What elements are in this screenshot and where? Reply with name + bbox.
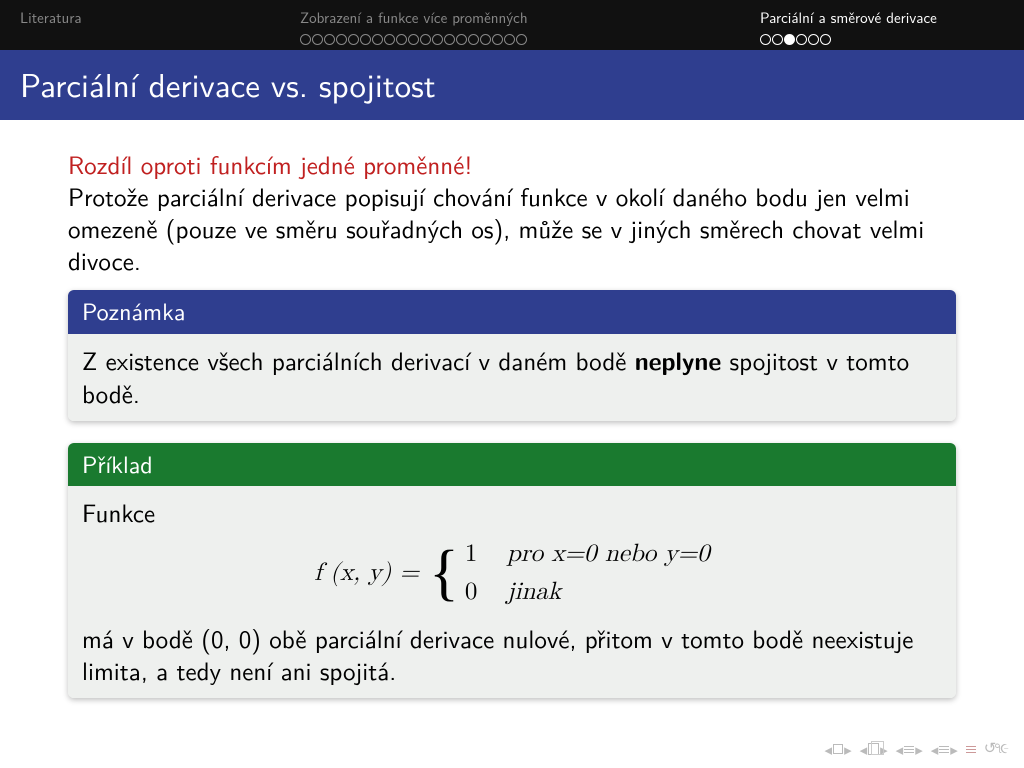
progress-dot[interactable] [796, 34, 807, 45]
progress-dot[interactable] [468, 34, 479, 45]
nav-frame-back[interactable]: ◂▸ [825, 738, 852, 760]
triangle-right-icon: ▸ [950, 738, 958, 760]
nav-dots [300, 32, 760, 46]
left-brace-icon: { [429, 549, 459, 599]
nav-bar: Literatura Zobrazení a funkce více promě… [0, 0, 1024, 50]
nav-dots [760, 32, 1004, 46]
bars-icon [939, 746, 949, 753]
case-condition: pro x=0 nebo y=0 [507, 538, 710, 570]
appendix-icon[interactable] [966, 746, 976, 753]
progress-dot[interactable] [300, 34, 311, 45]
example-block-title: Příklad [68, 443, 956, 487]
progress-dot[interactable] [432, 34, 443, 45]
note-block: Poznámka Z existence všech parciálních d… [68, 290, 956, 421]
beamer-nav-footer: ◂▸ ◂▸ ◂▸ ◂▸ ↺৭૯ [825, 736, 1006, 762]
progress-dot[interactable] [420, 34, 431, 45]
triangle-left-icon: ◂ [931, 738, 939, 760]
nav-section-literatura[interactable]: Literatura [20, 6, 300, 46]
progress-dot[interactable] [312, 34, 323, 45]
progress-dot[interactable] [372, 34, 383, 45]
progress-dot[interactable] [772, 34, 783, 45]
example-intro: Funkce [82, 496, 942, 528]
nav-slide[interactable]: ◂▸ [860, 738, 888, 760]
note-block-body: Z existence všech parciálních derivací v… [68, 334, 956, 421]
progress-dot[interactable] [808, 34, 819, 45]
note-block-title: Poznámka [68, 290, 956, 334]
example-outro: má v bodě (0, 0) obě parciální derivace … [82, 622, 942, 686]
slide: Literatura Zobrazení a funkce více promě… [0, 0, 1024, 768]
nav-title: Zobrazení a funkce více proměnných [300, 6, 760, 28]
progress-dot[interactable] [516, 34, 527, 45]
bars-icon [904, 746, 914, 753]
note-text-pre: Z existence všech parciálních derivací v… [82, 341, 635, 378]
case-condition: jinak [507, 576, 561, 608]
progress-dot[interactable] [348, 34, 359, 45]
triangle-left-icon: ◂ [896, 738, 904, 760]
progress-dot[interactable] [492, 34, 503, 45]
nav-section-parcialni[interactable]: Parciální a směrové derivace [760, 6, 1004, 46]
progress-dot[interactable] [784, 34, 795, 45]
triangle-left-icon: ◂ [825, 738, 833, 760]
nav-subsection[interactable]: ◂▸ [896, 738, 923, 760]
nav-section[interactable]: ◂▸ [931, 738, 958, 760]
case-value: 1 [465, 538, 483, 570]
cases: 1 pro x=0 nebo y=0 0 jinak [465, 538, 710, 608]
example-math: f (x, y) = { 1 pro x=0 nebo y=0 0 jinak [82, 538, 942, 608]
nav-title: Literatura [20, 6, 300, 28]
intro-paragraph: Protože parciální derivace popisují chov… [68, 180, 956, 276]
frame-icon [833, 744, 843, 754]
case-value: 0 [465, 576, 483, 608]
progress-dot[interactable] [408, 34, 419, 45]
example-block-body: Funkce f (x, y) = { 1 pro x=0 nebo y=0 0… [68, 486, 956, 698]
progress-dot[interactable] [760, 34, 771, 45]
triangle-left-icon: ◂ [860, 738, 868, 760]
progress-dot[interactable] [456, 34, 467, 45]
progress-dot[interactable] [384, 34, 395, 45]
alert-text: Rozdíl oproti funkcím jedné proměnné! [68, 148, 956, 180]
slides-icon [868, 743, 879, 755]
example-block: Příklad Funkce f (x, y) = { 1 pro x=0 ne… [68, 443, 956, 699]
nav-title: Parciální a směrové derivace [760, 6, 1004, 28]
case-row: 1 pro x=0 nebo y=0 [465, 538, 710, 570]
progress-dot[interactable] [336, 34, 347, 45]
nav-section-zobrazeni[interactable]: Zobrazení a funkce více proměnných [300, 6, 760, 46]
progress-dot[interactable] [480, 34, 491, 45]
triangle-right-icon: ▸ [915, 738, 923, 760]
note-text-bold: neplyne [635, 343, 722, 378]
progress-dot[interactable] [504, 34, 515, 45]
progress-dot[interactable] [360, 34, 371, 45]
nav-dots [20, 32, 300, 46]
triangle-right-icon: ▸ [844, 738, 852, 760]
progress-dot[interactable] [324, 34, 335, 45]
case-row: 0 jinak [465, 576, 710, 608]
slide-body: Rozdíl oproti funkcím jedné proměnné! Pr… [0, 120, 1024, 768]
progress-dot[interactable] [444, 34, 455, 45]
math-lhs: f (x, y) = [314, 557, 419, 589]
progress-dot[interactable] [820, 34, 831, 45]
back-forward-icon[interactable]: ↺৭૯ [984, 736, 1006, 762]
progress-dot[interactable] [396, 34, 407, 45]
frame-title: Parciální derivace vs. spojitost [0, 50, 1024, 120]
